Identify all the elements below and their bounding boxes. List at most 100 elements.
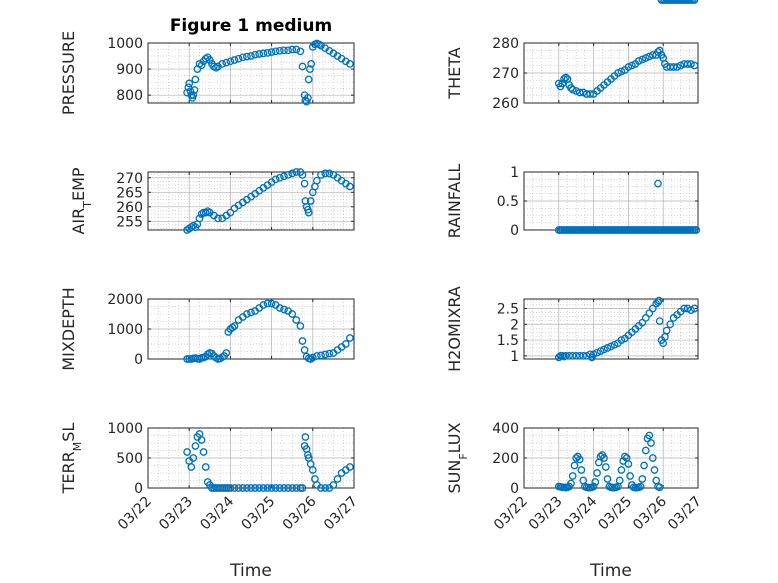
y-tick-label: 0 (510, 223, 519, 239)
data-point (275, 484, 284, 492)
data-point (304, 208, 313, 217)
y-axis-label: RAINFALL (445, 164, 464, 239)
y-tick-label: 260 (116, 200, 143, 216)
y-tick-label: 2.5 (497, 301, 519, 317)
data-point (655, 296, 663, 305)
data-point (267, 484, 276, 492)
data-point (601, 463, 610, 471)
data-point (308, 466, 317, 474)
data-point (600, 454, 608, 462)
y-tick-label: 1000 (107, 36, 143, 52)
data-point (271, 175, 280, 184)
data-point (638, 55, 647, 64)
grid (147, 427, 355, 489)
axes-box (523, 298, 699, 360)
data-point (306, 65, 314, 73)
data-point (650, 466, 659, 474)
data-point (298, 484, 307, 492)
data-point (603, 475, 612, 483)
data-point (572, 87, 581, 95)
data-point (634, 57, 643, 65)
data-point (673, 63, 681, 71)
y-tick-label: 255 (116, 214, 143, 230)
y-tick-label: 280 (492, 36, 519, 52)
y-tick-label: 0 (134, 352, 143, 368)
data-point (226, 57, 235, 66)
data-point (243, 484, 251, 492)
data-point (251, 50, 259, 59)
data-point (626, 472, 634, 480)
y-tick-label: 2000 (107, 292, 143, 308)
data-point (298, 337, 307, 345)
data-point (638, 475, 647, 483)
data-point (329, 481, 338, 489)
series-markers (554, 296, 699, 362)
data-point (575, 455, 584, 464)
data-point (263, 299, 272, 308)
x-axis-label: Time (589, 561, 632, 581)
data-point (183, 448, 191, 456)
data-point (617, 466, 626, 474)
panel-rainfall: 0 0.5 1 RAINFALL (445, 164, 701, 239)
data-point (284, 46, 292, 55)
data-point (346, 334, 354, 342)
series-markers (554, 179, 701, 234)
panel-h2omixra: 11.522.5 H2OMIXRA (445, 286, 699, 372)
data-point (306, 197, 315, 205)
data-point (298, 171, 307, 179)
data-point (280, 172, 288, 181)
data-point (341, 340, 350, 348)
data-point (226, 208, 235, 217)
data-point (690, 0, 699, 4)
data-point (205, 56, 214, 64)
data-point (296, 47, 305, 56)
data-point (195, 214, 204, 223)
data-point (292, 316, 301, 324)
data-point (185, 79, 194, 88)
data-point (655, 317, 664, 325)
data-point (575, 88, 584, 97)
data-point (346, 60, 354, 68)
data-point (645, 52, 654, 61)
data-point (560, 75, 568, 83)
data-point (313, 352, 321, 360)
panel-theta: 260 270 280 THETA (445, 36, 699, 112)
y-tick-label: 1 (510, 165, 519, 181)
x-axis-label: Time (229, 561, 272, 581)
data-point (234, 54, 243, 63)
data-point (666, 320, 675, 329)
data-point (284, 171, 292, 179)
data-point (313, 176, 321, 185)
data-point (284, 484, 292, 492)
data-point (184, 83, 193, 92)
y-axis-label: MIXDEPTH (59, 287, 78, 370)
data-point (267, 299, 276, 308)
data-point (662, 326, 671, 335)
data-point (624, 63, 633, 71)
data-point (201, 208, 210, 217)
data-point (292, 45, 301, 54)
data-point (577, 466, 586, 474)
data-point (317, 484, 325, 492)
data-point (346, 182, 354, 191)
data-point (189, 91, 198, 100)
y-tick-label: 0.5 (497, 194, 519, 210)
data-point (190, 86, 199, 94)
data-point (263, 484, 272, 492)
y-tick-label: 1000 (107, 421, 143, 437)
data-point (275, 46, 284, 55)
data-point (603, 344, 612, 352)
data-point (228, 323, 237, 332)
data-point (298, 62, 307, 71)
y-tick-label: 900 (116, 62, 143, 78)
data-point (302, 97, 311, 106)
data-point (307, 60, 316, 68)
data-point (641, 446, 650, 455)
data-point (321, 350, 330, 359)
y-tick-label: 500 (116, 451, 143, 467)
data-point (222, 349, 231, 357)
y-tick-label: 0 (134, 481, 143, 497)
data-point (558, 79, 567, 88)
data-point (275, 304, 284, 312)
